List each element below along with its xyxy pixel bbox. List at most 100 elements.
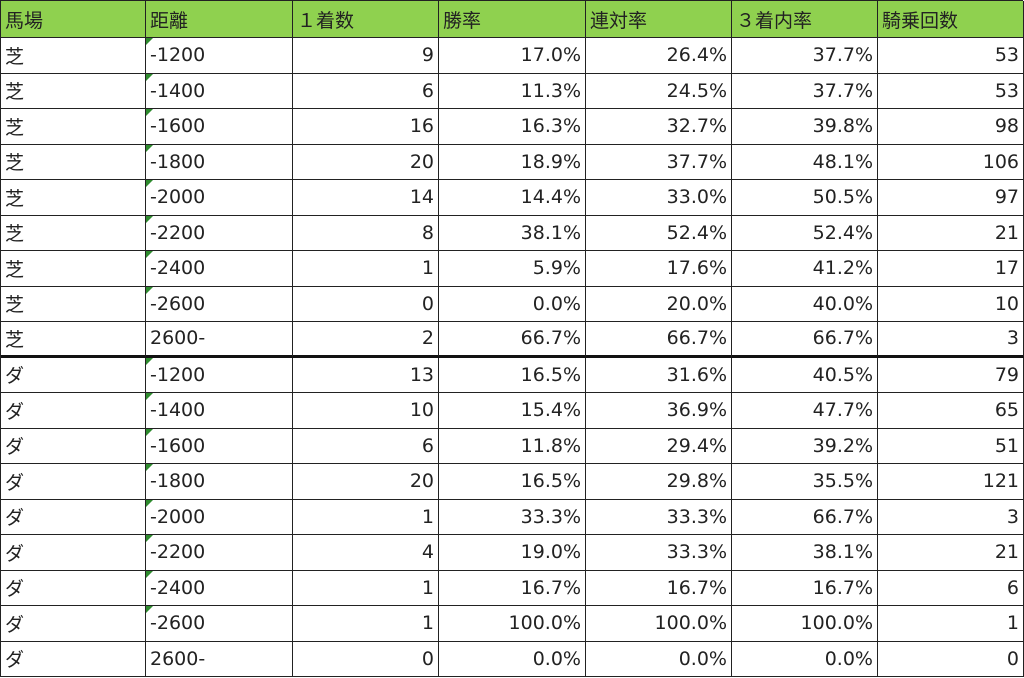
table-cell: 3 xyxy=(878,499,1024,535)
table-cell: 40.0% xyxy=(732,286,878,322)
table-cell: -2400 xyxy=(146,570,293,606)
table-cell: -1800 xyxy=(146,464,293,500)
table-cell: ダ xyxy=(1,357,146,393)
table-cell: 100.0% xyxy=(439,606,586,642)
table-cell: 10 xyxy=(878,286,1024,322)
table-cell: 芝 xyxy=(1,215,146,251)
table-cell: 53 xyxy=(878,73,1024,109)
header-cell: 連対率 xyxy=(586,1,732,38)
table-cell: 51 xyxy=(878,428,1024,464)
table-cell: 1 xyxy=(293,606,439,642)
header-cell: 距離 xyxy=(146,1,293,38)
header-cell: 馬場 xyxy=(1,1,146,38)
table-cell: 2600- xyxy=(146,641,293,677)
table-cell: -1800 xyxy=(146,144,293,180)
table-cell: 65 xyxy=(878,393,1024,429)
table-cell: ダ xyxy=(1,535,146,571)
table-cell: 0 xyxy=(878,641,1024,677)
table-cell: ダ xyxy=(1,641,146,677)
table-cell: -1400 xyxy=(146,73,293,109)
table-cell: 9 xyxy=(293,38,439,74)
table-cell: 39.8% xyxy=(732,109,878,145)
table-cell: 106 xyxy=(878,144,1024,180)
table-cell: 52.4% xyxy=(586,215,732,251)
table-cell: 芝 xyxy=(1,322,146,358)
table-cell: 52.4% xyxy=(732,215,878,251)
table-cell: -2400 xyxy=(146,251,293,287)
table-cell: ダ xyxy=(1,464,146,500)
table-cell: ダ xyxy=(1,570,146,606)
table-cell: 芝 xyxy=(1,73,146,109)
table-cell: 29.4% xyxy=(586,428,732,464)
table-cell: 17 xyxy=(878,251,1024,287)
table-cell: -2200 xyxy=(146,215,293,251)
table-cell: 14 xyxy=(293,180,439,216)
table-cell: 15.4% xyxy=(439,393,586,429)
table-cell: 16.5% xyxy=(439,464,586,500)
table-cell: -1600 xyxy=(146,109,293,145)
table-cell: 33.0% xyxy=(586,180,732,216)
table-cell: 66.7% xyxy=(439,322,586,358)
table-cell: 4 xyxy=(293,535,439,571)
table-cell: 8 xyxy=(293,215,439,251)
header-cell: １着数 xyxy=(293,1,439,38)
table-cell: 5.9% xyxy=(439,251,586,287)
table-cell: -2000 xyxy=(146,180,293,216)
table-cell: 37.7% xyxy=(586,144,732,180)
table-cell: 芝 xyxy=(1,286,146,322)
table-cell: 0.0% xyxy=(732,641,878,677)
table-cell: 26.4% xyxy=(586,38,732,74)
table-cell: 3 xyxy=(878,322,1024,358)
table-cell: 66.7% xyxy=(732,322,878,358)
table-cell: 36.9% xyxy=(586,393,732,429)
table-cell: 33.3% xyxy=(586,535,732,571)
table-cell: 0 xyxy=(293,641,439,677)
table-cell: 16.5% xyxy=(439,357,586,393)
table-cell: 芝 xyxy=(1,251,146,287)
table-cell: 21 xyxy=(878,215,1024,251)
table-cell: -1200 xyxy=(146,357,293,393)
table-cell: 16.7% xyxy=(732,570,878,606)
table-cell: 100.0% xyxy=(732,606,878,642)
table-cell: -2600 xyxy=(146,286,293,322)
table-cell: 0.0% xyxy=(439,286,586,322)
table-cell: -1400 xyxy=(146,393,293,429)
table-cell: ダ xyxy=(1,393,146,429)
table-cell: 66.7% xyxy=(732,499,878,535)
table-cell: 29.8% xyxy=(586,464,732,500)
table-cell: 芝 xyxy=(1,144,146,180)
table-cell: 20.0% xyxy=(586,286,732,322)
table-cell: 40.5% xyxy=(732,357,878,393)
table-cell: 21 xyxy=(878,535,1024,571)
table-cell: 37.7% xyxy=(732,73,878,109)
table-cell: 16.7% xyxy=(586,570,732,606)
table-cell: 38.1% xyxy=(439,215,586,251)
table-cell: 53 xyxy=(878,38,1024,74)
table-cell: 6 xyxy=(878,570,1024,606)
table-cell: 100.0% xyxy=(586,606,732,642)
table-cell: -1600 xyxy=(146,428,293,464)
header-cell: 騎乗回数 xyxy=(878,1,1024,38)
table-cell: 1 xyxy=(293,499,439,535)
table-cell: 11.8% xyxy=(439,428,586,464)
table-cell: 1 xyxy=(293,251,439,287)
table-cell: 35.5% xyxy=(732,464,878,500)
table-cell: -1200 xyxy=(146,38,293,74)
table-cell: 38.1% xyxy=(732,535,878,571)
table-cell: 33.3% xyxy=(586,499,732,535)
table-cell: 10 xyxy=(293,393,439,429)
table-cell: 芝 xyxy=(1,109,146,145)
table-cell: 2600- xyxy=(146,322,293,358)
table-cell: 6 xyxy=(293,73,439,109)
table-cell: 24.5% xyxy=(586,73,732,109)
table-cell: -2000 xyxy=(146,499,293,535)
table-cell: -2600 xyxy=(146,606,293,642)
table-cell: ダ xyxy=(1,428,146,464)
table-cell: 33.3% xyxy=(439,499,586,535)
table-cell: 0.0% xyxy=(586,641,732,677)
table-cell: 37.7% xyxy=(732,38,878,74)
table-cell: 97 xyxy=(878,180,1024,216)
table-cell: 121 xyxy=(878,464,1024,500)
table-cell: 0 xyxy=(293,286,439,322)
